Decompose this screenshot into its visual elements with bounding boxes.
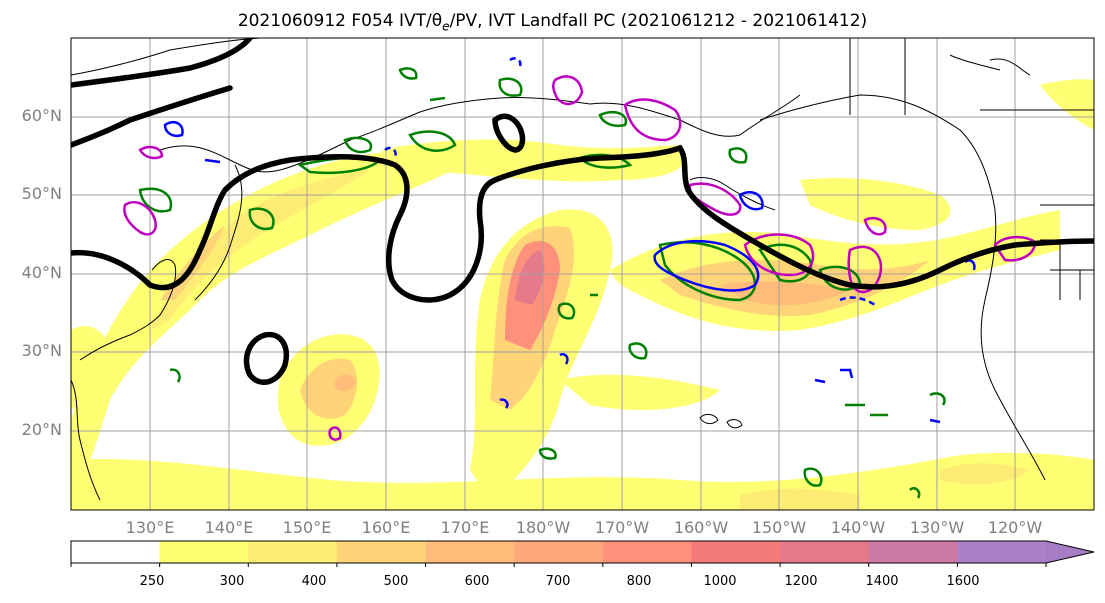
map-frame — [70, 37, 1095, 511]
lon-label-130w: 130°W — [909, 518, 965, 537]
ivt-black-contours — [71, 38, 1094, 386]
colorbar-tick-800: 800 — [626, 574, 652, 589]
lat-label-30n: 30°N — [21, 341, 62, 360]
lat-label-40n: 40°N — [21, 263, 62, 282]
colorbar-tick-1600: 1600 — [946, 574, 980, 589]
plot-title: 2021060912 F054 IVT/θe/PV, IVT Landfall … — [237, 11, 868, 34]
colorbar-tick-600: 600 — [464, 574, 490, 589]
lon-label-170w: 170°W — [594, 518, 650, 537]
lon-label-150w: 150°W — [751, 518, 807, 537]
lon-label-150e: 150°E — [282, 518, 332, 537]
ivt-shading — [71, 79, 1094, 510]
colorbar-tick-500: 500 — [383, 574, 409, 589]
lon-label-120w: 120°W — [987, 518, 1043, 537]
colorbar-tick-400: 400 — [301, 574, 327, 589]
lon-label-140e: 140°E — [204, 518, 254, 537]
lon-label-140w: 140°W — [830, 518, 886, 537]
lon-label-170e: 170°E — [440, 518, 490, 537]
lat-label-50n: 50°N — [21, 184, 62, 203]
colorbar-tick-1000: 1000 — [703, 574, 737, 589]
lat-label-60n: 60°N — [21, 106, 62, 125]
colorbar-tick-700: 700 — [545, 574, 571, 589]
lon-label-180w: 180°W — [515, 518, 571, 537]
lon-label-130e: 130°E — [125, 518, 175, 537]
colorbar-tick-300: 300 — [219, 574, 245, 589]
lon-label-160w: 160°W — [673, 518, 729, 537]
lon-label-160e: 160°E — [361, 518, 411, 537]
lat-label-20n: 20°N — [21, 420, 62, 439]
pv-contours-blue — [163, 57, 976, 424]
colorbar-tick-250: 250 — [139, 574, 165, 589]
colorbar-tick-1400: 1400 — [865, 574, 899, 589]
colorbar-tick-1200: 1200 — [784, 574, 818, 589]
